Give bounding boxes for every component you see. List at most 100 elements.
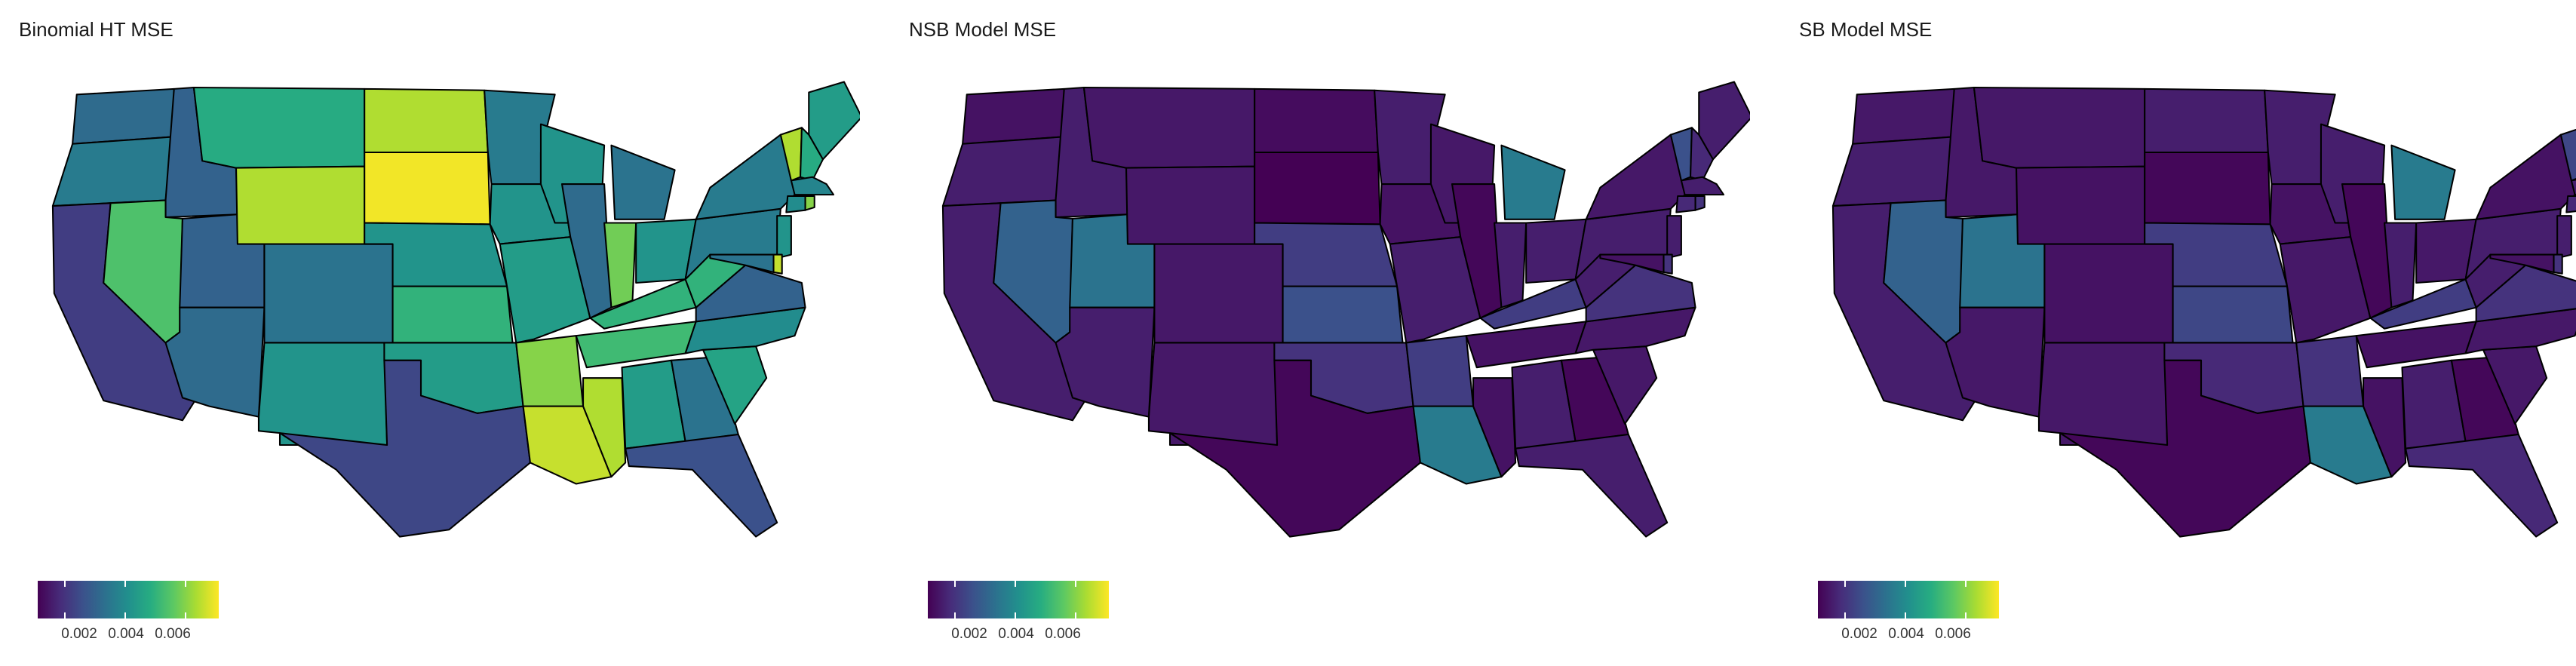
state-nd	[364, 87, 489, 154]
state-nd	[1254, 87, 1379, 154]
state-mi	[2390, 144, 2456, 220]
state-mt	[1973, 86, 2146, 169]
state-tx	[278, 359, 531, 538]
colorbar-tick-label: 0.006	[1045, 626, 1081, 642]
colorbar	[1818, 581, 1999, 618]
states-layer	[1831, 86, 2576, 538]
state-or	[941, 136, 1064, 207]
state-ct	[785, 195, 806, 213]
state-nj	[1666, 215, 1682, 259]
state-me	[808, 81, 860, 161]
state-co	[1153, 243, 1284, 344]
state-wy	[1125, 165, 1256, 245]
state-or	[1831, 136, 1954, 207]
state-ms	[1472, 377, 1517, 478]
state-ar	[1405, 335, 1475, 407]
state-nh	[800, 127, 824, 182]
state-or	[51, 136, 173, 207]
colorbar-gradient	[928, 581, 1109, 618]
state-ny	[2475, 134, 2576, 220]
state-nh	[1690, 127, 1714, 182]
colorbar-tick-label: 0.006	[1935, 626, 1971, 642]
choropleth-map	[51, 81, 860, 538]
state-la	[522, 405, 613, 485]
state-mt	[1082, 86, 1256, 169]
state-ct	[1675, 195, 1696, 213]
state-la	[1412, 405, 1503, 485]
panel-title: Binomial HT MSE	[19, 18, 173, 41]
state-mi	[610, 144, 676, 220]
state-co	[2043, 243, 2174, 344]
state-mt	[192, 86, 366, 169]
colorbar-gradient	[1818, 581, 1999, 618]
panel-binomial-ht: Binomial HT MSE 0.002 0.004 0.006	[0, 0, 860, 666]
state-fl	[625, 433, 778, 538]
colorbar-tick-label: 0.002	[1841, 626, 1878, 642]
state-az	[1055, 306, 1156, 418]
state-tx	[1168, 359, 1421, 538]
state-az	[1945, 306, 2046, 418]
state-ri	[804, 195, 815, 211]
states-layer	[51, 81, 860, 538]
panel-title: SB Model MSE	[1799, 18, 1933, 41]
state-il	[1451, 183, 1503, 319]
state-ma	[2570, 179, 2576, 196]
colorbar-tick-label: 0.006	[155, 626, 191, 642]
state-md	[2489, 253, 2555, 273]
colorbar-tick-label: 0.004	[108, 626, 144, 642]
state-nm	[1147, 342, 1279, 447]
state-il	[560, 183, 613, 319]
state-de	[1663, 253, 1673, 275]
panel-title: NSB Model MSE	[909, 18, 1057, 41]
state-nm	[257, 342, 388, 447]
state-mi	[1500, 144, 1566, 220]
state-il	[2341, 183, 2393, 319]
state-sd	[364, 151, 491, 226]
state-ma	[1680, 176, 1725, 196]
state-nm	[2037, 342, 2169, 447]
colorbar	[928, 581, 1109, 618]
state-wa	[1852, 87, 1955, 145]
state-sd	[2144, 151, 2271, 226]
state-ri	[1694, 195, 1706, 211]
state-nj	[2556, 215, 2572, 259]
state-ar	[2295, 335, 2365, 407]
colorbar-tick-label: 0.004	[1888, 626, 1924, 642]
state-sd	[1254, 151, 1381, 226]
state-ms	[2363, 377, 2407, 478]
state-ms	[582, 377, 627, 478]
state-fl	[2405, 433, 2559, 538]
state-az	[164, 306, 266, 418]
choropleth-map	[941, 81, 1750, 538]
state-de	[2553, 253, 2563, 275]
state-wa	[962, 87, 1065, 145]
state-nj	[776, 215, 792, 259]
state-la	[2302, 405, 2393, 485]
colorbar-gradient	[38, 581, 219, 618]
colorbar-tick-label: 0.002	[951, 626, 987, 642]
choropleth-map	[1831, 86, 2576, 538]
state-wa	[72, 87, 175, 145]
state-ks	[1282, 285, 1404, 344]
state-ks	[391, 285, 514, 344]
colorbar-tick-label: 0.004	[998, 626, 1034, 642]
state-ct	[2565, 195, 2576, 213]
state-me	[1698, 81, 1750, 161]
state-md	[1599, 253, 1665, 273]
panel-nsb-model: NSB Model MSE 0.002 0.004 0.006	[890, 0, 1750, 666]
panel-sb-model: SB Model MSE 0.002 0.004 0.006	[1780, 0, 2576, 666]
state-nd	[2144, 87, 2269, 154]
state-wy	[2016, 165, 2146, 245]
state-de	[772, 253, 783, 275]
state-ar	[515, 335, 585, 407]
state-wy	[235, 165, 366, 245]
state-tx	[2059, 359, 2311, 538]
state-ks	[2172, 285, 2294, 344]
states-layer	[941, 81, 1750, 538]
state-co	[263, 243, 394, 344]
state-ma	[790, 176, 835, 196]
state-fl	[1515, 433, 1669, 538]
state-vt	[2559, 128, 2576, 182]
colorbar-tick-label: 0.002	[61, 626, 97, 642]
